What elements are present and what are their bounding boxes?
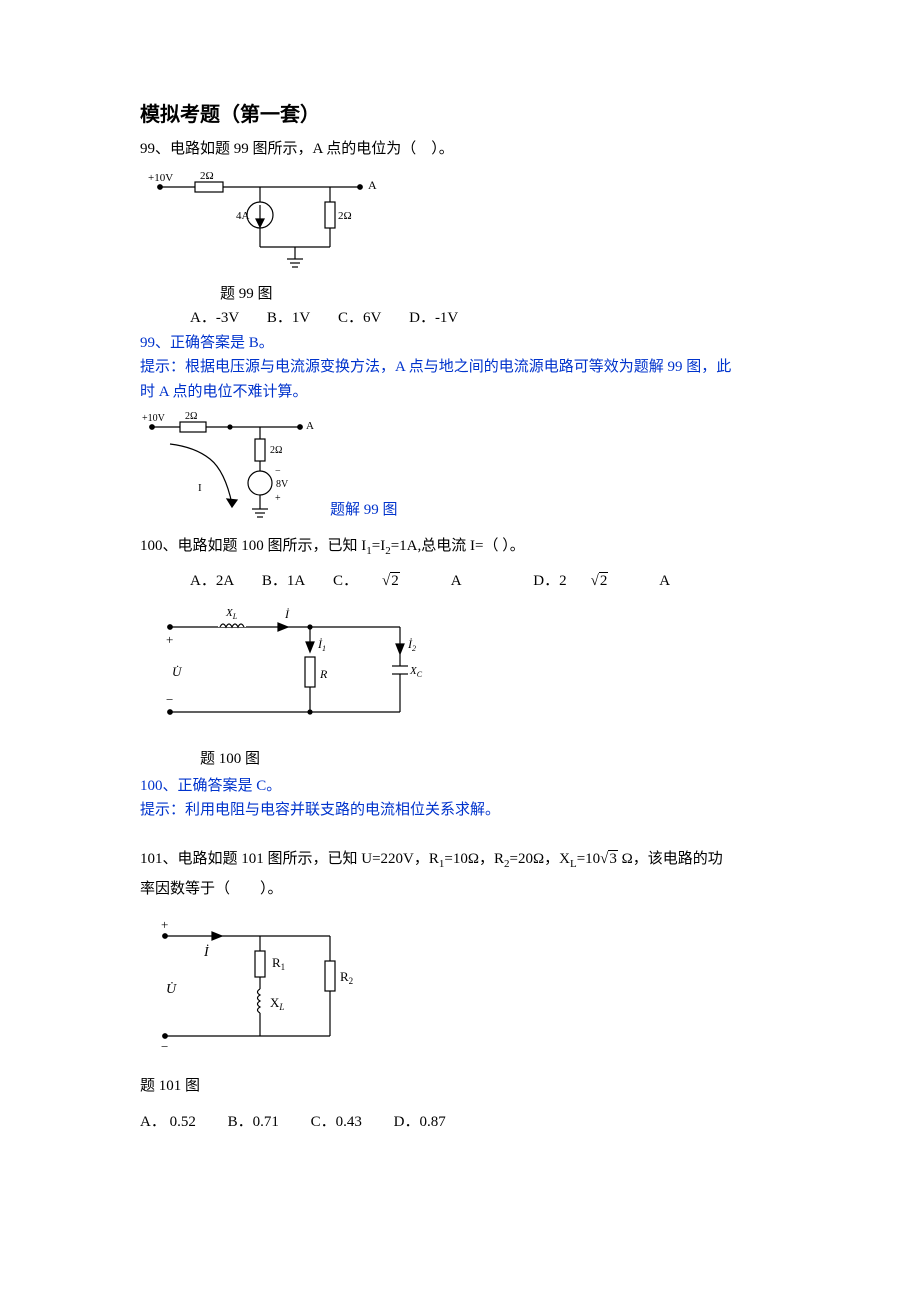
q99-opt-a: A．-3V <box>190 310 239 326</box>
svg-text:−: − <box>161 1039 168 1054</box>
q100-text-c: =1A,总电流 I=（ ）。 <box>391 538 525 554</box>
q99-fig1-r2: 2Ω <box>338 210 352 222</box>
q99-fig1-r1: 2Ω <box>200 170 214 182</box>
q101-opt-c: C．0.43 <box>311 1114 362 1130</box>
q100-opt-d: D．22 A <box>533 573 694 589</box>
q99-text: 99、电路如题 99 图所示，A 点的电位为（ ）。 <box>140 138 780 161</box>
q101-text2: 率因数等于（ ）。 <box>140 878 780 901</box>
q99-solution-figure: +10V 2Ω 2Ω 8V − + I A 题解 99 图 <box>140 409 780 529</box>
svg-text:+: + <box>166 632 173 647</box>
q101-fig-xl: XL <box>270 995 284 1012</box>
q100-fig-u: U̇ <box>172 664 183 679</box>
q100-text: 100、电路如题 100 图所示，已知 I1=I2=1A,总电流 I=（ ）。 <box>140 535 780 560</box>
q100-fig-i1: İ1 <box>317 637 326 653</box>
q100-fig-i2: İ2 <box>407 637 416 653</box>
q99-figcap: 题 99 图 <box>140 283 780 306</box>
svg-text:+: + <box>275 493 281 504</box>
q100-opt-a: A．2A <box>190 573 234 589</box>
q101-tb: =10Ω，R <box>444 851 504 867</box>
q101-text1: 101、电路如题 101 图所示，已知 U=220V，R1=10Ω，R2=20Ω… <box>140 848 780 873</box>
q100-hint: 提示：利用电阻与电容并联支路的电流相位关系求解。 <box>140 799 780 822</box>
svg-text:−: − <box>275 466 281 477</box>
q101-te: Ω，该电路的功 <box>618 851 723 867</box>
q99-options: A．-3V B．1V C．6V D．-1V <box>140 307 780 330</box>
q100-fig-r: R <box>319 667 328 681</box>
q99-fig2-vlabel: +10V <box>142 413 166 424</box>
q100-figure: + − U̇ XL İ İ1 İ2 R XC <box>140 602 780 742</box>
q100-fig-xl: XL <box>225 607 238 621</box>
q101-ta: 101、电路如题 101 图所示，已知 U=220V，R <box>140 851 439 867</box>
q99-opt-b: B．1V <box>267 310 310 326</box>
q99-hint2: 时 A 点的电位不难计算。 <box>140 381 780 404</box>
q99-fig2-r1: 2Ω <box>185 411 197 422</box>
svg-text:−: − <box>166 692 173 707</box>
q101-opt-d: D．0.87 <box>394 1114 446 1130</box>
q101-fig-u: U̇ <box>166 980 177 996</box>
q100-text-a: 100、电路如题 100 图所示，已知 I <box>140 538 366 554</box>
q100-text-b: =I <box>372 538 385 554</box>
q99-fig2-r2: 2Ω <box>270 445 282 456</box>
q99-answer: 99、正确答案是 B。 <box>140 332 780 355</box>
q100-opt-b: B．1A <box>262 573 305 589</box>
q101-td: =10 <box>577 851 600 867</box>
q101-fig-r2: R2 <box>340 969 353 986</box>
q99-opt-c: C．6V <box>338 310 381 326</box>
q100-options: A．2A B．1A C．2 A D．22 A <box>140 570 780 593</box>
q100-fig-i: İ <box>284 607 290 621</box>
svg-text:+: + <box>161 917 168 932</box>
q101-figcap: 题 101 图 <box>140 1075 780 1098</box>
q100-opt-c: C．2 A <box>333 573 486 589</box>
page-title: 模拟考题（第一套） <box>140 100 780 130</box>
q99-fig1-isrc: 4A <box>236 210 250 222</box>
q101-opt-b: B．0.71 <box>228 1114 279 1130</box>
q99-fig1-vlabel: +10V <box>148 172 173 184</box>
q99-opt-d: D．-1V <box>409 310 458 326</box>
q99-hint1: 提示：根据电压源与电流源变换方法，A 点与地之间的电流源电路可等效为题解 99 … <box>140 356 780 379</box>
q99-figure: +10V 2Ω 4A 2Ω A <box>140 167 780 277</box>
q99-fig2-node: A <box>306 420 314 432</box>
q100-answer: 100、正确答案是 C。 <box>140 775 780 798</box>
q99-fig2-i: I <box>198 482 202 494</box>
q101-fig-r1: R1 <box>272 955 285 972</box>
q101-opt-a: A． 0.52 <box>140 1114 196 1130</box>
q99-fig1-node: A <box>368 178 377 192</box>
q101-figure: + − İ U̇ R1 XL R2 <box>140 911 780 1061</box>
q100-fig-xc: XC <box>409 665 423 679</box>
q101-tc: =20Ω，X <box>510 851 570 867</box>
q100-figcap: 题 100 图 <box>140 748 780 771</box>
q101-fig-i: İ <box>203 944 210 960</box>
q101-options: A． 0.52 B．0.71 C．0.43 D．0.87 <box>140 1111 780 1134</box>
q99-solcap: 题解 99 图 <box>330 499 398 530</box>
q99-fig2-vsrc: 8V <box>276 479 289 490</box>
